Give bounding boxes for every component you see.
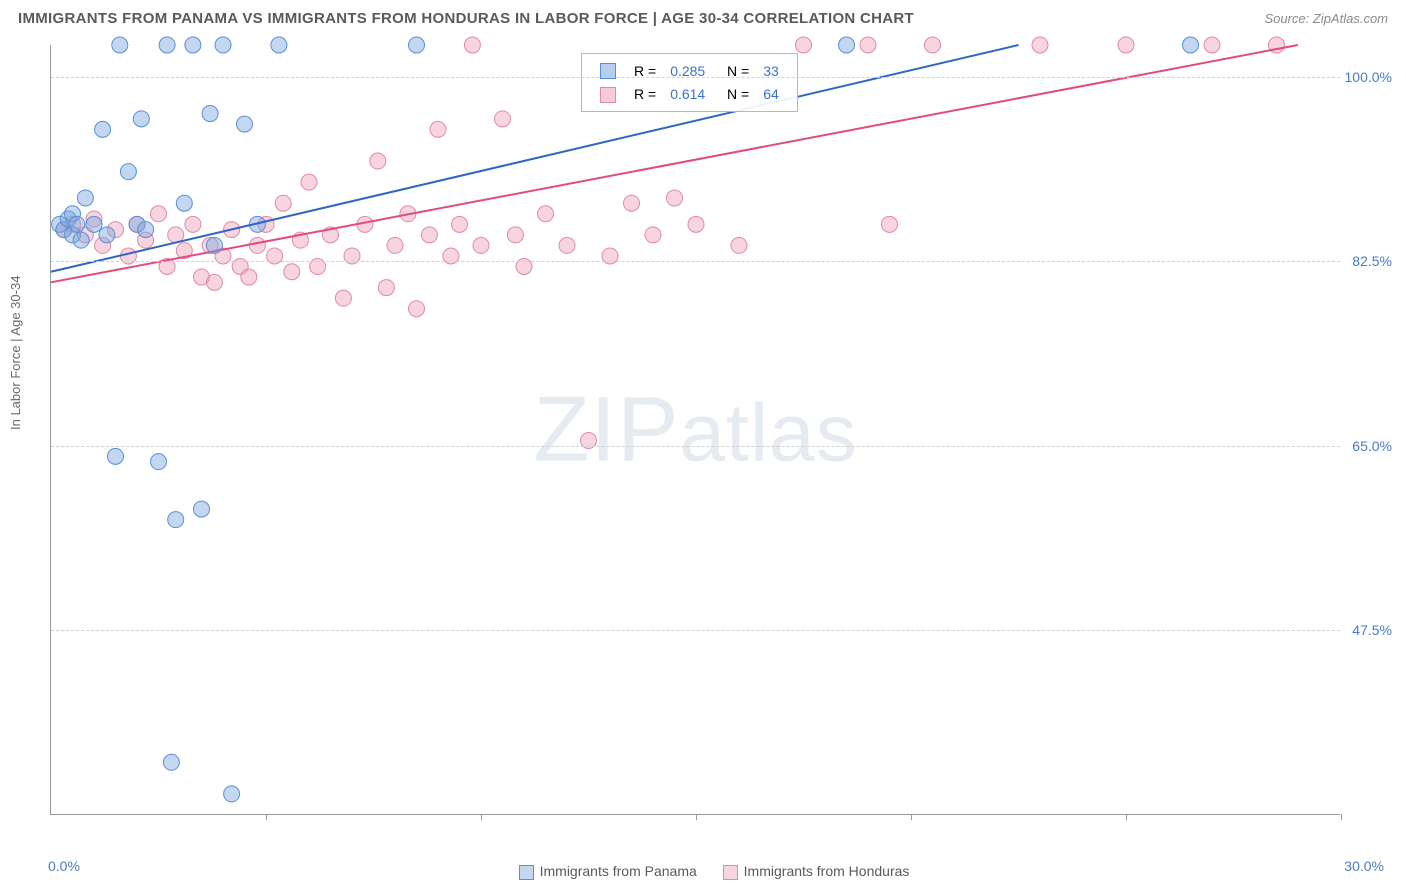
- y-tick-label: 100.0%: [1345, 69, 1392, 85]
- legend-stats: R =0.285 N =33R =0.614 N =64: [581, 53, 798, 112]
- data-point: [1183, 37, 1199, 53]
- trend-line: [51, 45, 1019, 272]
- data-point: [452, 216, 468, 232]
- data-point: [421, 227, 437, 243]
- legend-bottom: Immigrants from Panama Immigrants from H…: [0, 863, 1406, 880]
- data-point: [284, 264, 300, 280]
- data-point: [249, 237, 265, 253]
- data-point: [86, 216, 102, 232]
- data-point: [176, 195, 192, 211]
- data-point: [206, 237, 222, 253]
- chart-title: IMMIGRANTS FROM PANAMA VS IMMIGRANTS FRO…: [18, 10, 914, 27]
- data-point: [73, 232, 89, 248]
- data-point: [99, 227, 115, 243]
- data-point: [667, 190, 683, 206]
- data-point: [133, 111, 149, 127]
- data-point: [464, 37, 480, 53]
- data-point: [138, 222, 154, 238]
- data-point: [538, 206, 554, 222]
- data-point: [215, 37, 231, 53]
- data-point: [495, 111, 511, 127]
- gridline-h: [51, 261, 1340, 262]
- data-point: [202, 106, 218, 122]
- data-point: [645, 227, 661, 243]
- data-point: [77, 190, 93, 206]
- data-point: [624, 195, 640, 211]
- y-tick-label: 82.5%: [1352, 253, 1392, 269]
- scatter-svg: [51, 45, 1340, 814]
- source-label: Source: ZipAtlas.com: [1264, 11, 1388, 26]
- data-point: [301, 174, 317, 190]
- data-point: [335, 290, 351, 306]
- legend-label-panama: Immigrants from Panama: [540, 863, 697, 879]
- data-point: [224, 786, 240, 802]
- gridline-h: [51, 77, 1340, 78]
- legend-stat-row: R =0.285 N =33: [594, 60, 785, 81]
- data-point: [151, 454, 167, 470]
- y-tick-label: 65.0%: [1352, 438, 1392, 454]
- swatch-panama: [519, 865, 534, 880]
- data-point: [860, 37, 876, 53]
- data-point: [120, 164, 136, 180]
- data-point: [409, 301, 425, 317]
- data-point: [882, 216, 898, 232]
- legend-label-honduras: Immigrants from Honduras: [744, 863, 910, 879]
- data-point: [206, 274, 222, 290]
- data-point: [378, 280, 394, 296]
- data-point: [409, 37, 425, 53]
- data-point: [1032, 37, 1048, 53]
- x-tick: [1126, 814, 1127, 820]
- data-point: [159, 37, 175, 53]
- data-point: [185, 216, 201, 232]
- data-point: [559, 237, 575, 253]
- data-point: [151, 206, 167, 222]
- data-point: [473, 237, 489, 253]
- data-point: [271, 37, 287, 53]
- data-point: [387, 237, 403, 253]
- legend-stats-table: R =0.285 N =33R =0.614 N =64: [592, 58, 787, 107]
- swatch-honduras: [723, 865, 738, 880]
- data-point: [69, 216, 85, 232]
- data-point: [507, 227, 523, 243]
- x-tick: [1341, 814, 1342, 820]
- data-point: [95, 121, 111, 137]
- title-bar: IMMIGRANTS FROM PANAMA VS IMMIGRANTS FRO…: [0, 0, 1406, 33]
- data-point: [430, 121, 446, 137]
- data-point: [194, 501, 210, 517]
- data-point: [839, 37, 855, 53]
- data-point: [241, 269, 257, 285]
- gridline-h: [51, 446, 1340, 447]
- y-tick-label: 47.5%: [1352, 622, 1392, 638]
- y-axis-label: In Labor Force | Age 30-34: [8, 276, 23, 430]
- data-point: [108, 448, 124, 464]
- x-tick: [911, 814, 912, 820]
- data-point: [185, 37, 201, 53]
- data-point: [237, 116, 253, 132]
- gridline-h: [51, 630, 1340, 631]
- data-point: [731, 237, 747, 253]
- data-point: [112, 37, 128, 53]
- data-point: [1118, 37, 1134, 53]
- x-tick: [481, 814, 482, 820]
- data-point: [275, 195, 291, 211]
- x-tick: [696, 814, 697, 820]
- data-point: [796, 37, 812, 53]
- data-point: [163, 754, 179, 770]
- legend-stat-row: R =0.614 N =64: [594, 83, 785, 104]
- plot-area: ZIPatlas R =0.285 N =33R =0.614 N =64: [50, 45, 1340, 815]
- x-tick: [266, 814, 267, 820]
- data-point: [370, 153, 386, 169]
- data-point: [168, 512, 184, 528]
- data-point: [688, 216, 704, 232]
- data-point: [1204, 37, 1220, 53]
- data-point: [925, 37, 941, 53]
